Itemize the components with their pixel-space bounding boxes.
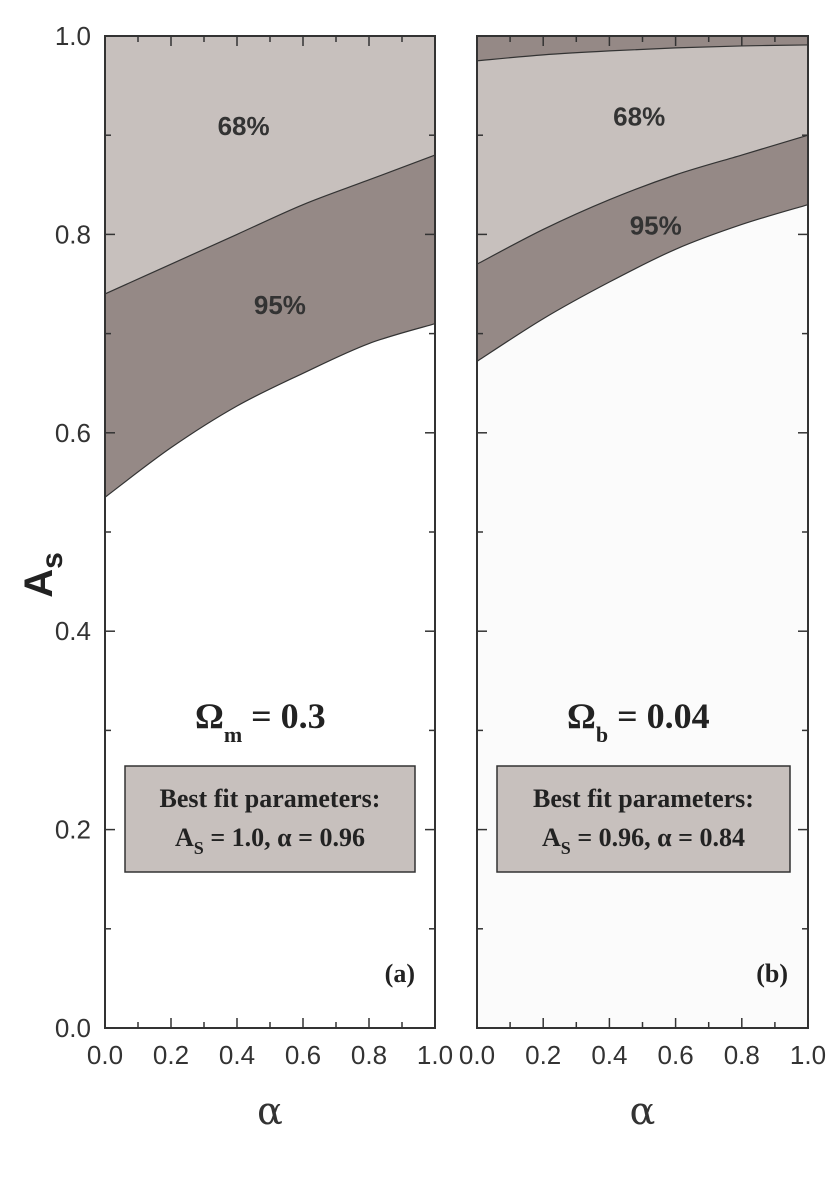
region-label: 68% [613,101,665,131]
best-fit-values: AS = 0.96, α = 0.84 [542,823,745,858]
region-label: 95% [630,210,682,240]
best-fit-box [124,765,416,873]
parameter-label: Ωb = 0.04 [567,696,710,747]
best-fit-title: Best fit parameters: [533,784,754,813]
contour-line [476,204,809,362]
contour-line [476,44,809,62]
region-label: 95% [254,290,306,320]
y-axis-title: As [17,552,69,598]
region-68- [477,36,808,265]
y-tick-label: 0.4 [55,616,91,646]
panel-tag: (b) [756,959,788,988]
x-axis-title: α [630,1089,656,1133]
x-tick-label: 0.2 [153,1040,189,1070]
x-axis-title: α [257,1089,283,1133]
x-tick-label: 0.0 [87,1040,123,1070]
y-tick-label: 0.2 [55,815,91,845]
panel-b: 68% 95% 0.0 0.2 0.4 0.6 0.8 1.0 α Ωb = 0.04 Best f… [459,35,826,1133]
region-label: 68% [218,111,270,141]
x-tick-label: 0.6 [658,1040,694,1070]
best-fit-box [496,765,791,873]
y-tick-label: 1.0 [55,21,91,51]
x-tick-label: 1.0 [790,1040,826,1070]
x-tick-label: 0.8 [724,1040,760,1070]
x-tick-label: 0.4 [219,1040,255,1070]
y-tick-label: 0.6 [55,418,91,448]
region-68- [105,36,435,294]
y-tick-label: 0.0 [55,1013,91,1043]
contour-line [476,134,809,265]
y-tick-label: 0.8 [55,219,91,249]
best-fit-values: AS = 1.0, α = 0.96 [175,823,365,858]
x-tick-label: 1.0 [417,1040,453,1070]
y-axis-label: As [17,552,69,598]
x-tick-label: 0.8 [351,1040,387,1070]
contour-line [104,154,436,295]
best-fit-title: Best fit parameters: [160,784,381,813]
panel-a: 68% 95% 0.0 0.2 0.4 0.6 0.8 1.0 0.0 0.2 0.4 0.6 0.8 1… [55,21,453,1133]
x-tick-label: 0.6 [285,1040,321,1070]
panel-tag: (a) [385,959,415,988]
parameter-label: Ωm = 0.3 [195,696,326,747]
x-tick-label: 0.2 [525,1040,561,1070]
x-tick-label: 0.4 [591,1040,627,1070]
x-tick-label: 0.0 [459,1040,495,1070]
contour-line [104,323,436,498]
region-95-upper- [477,36,808,61]
